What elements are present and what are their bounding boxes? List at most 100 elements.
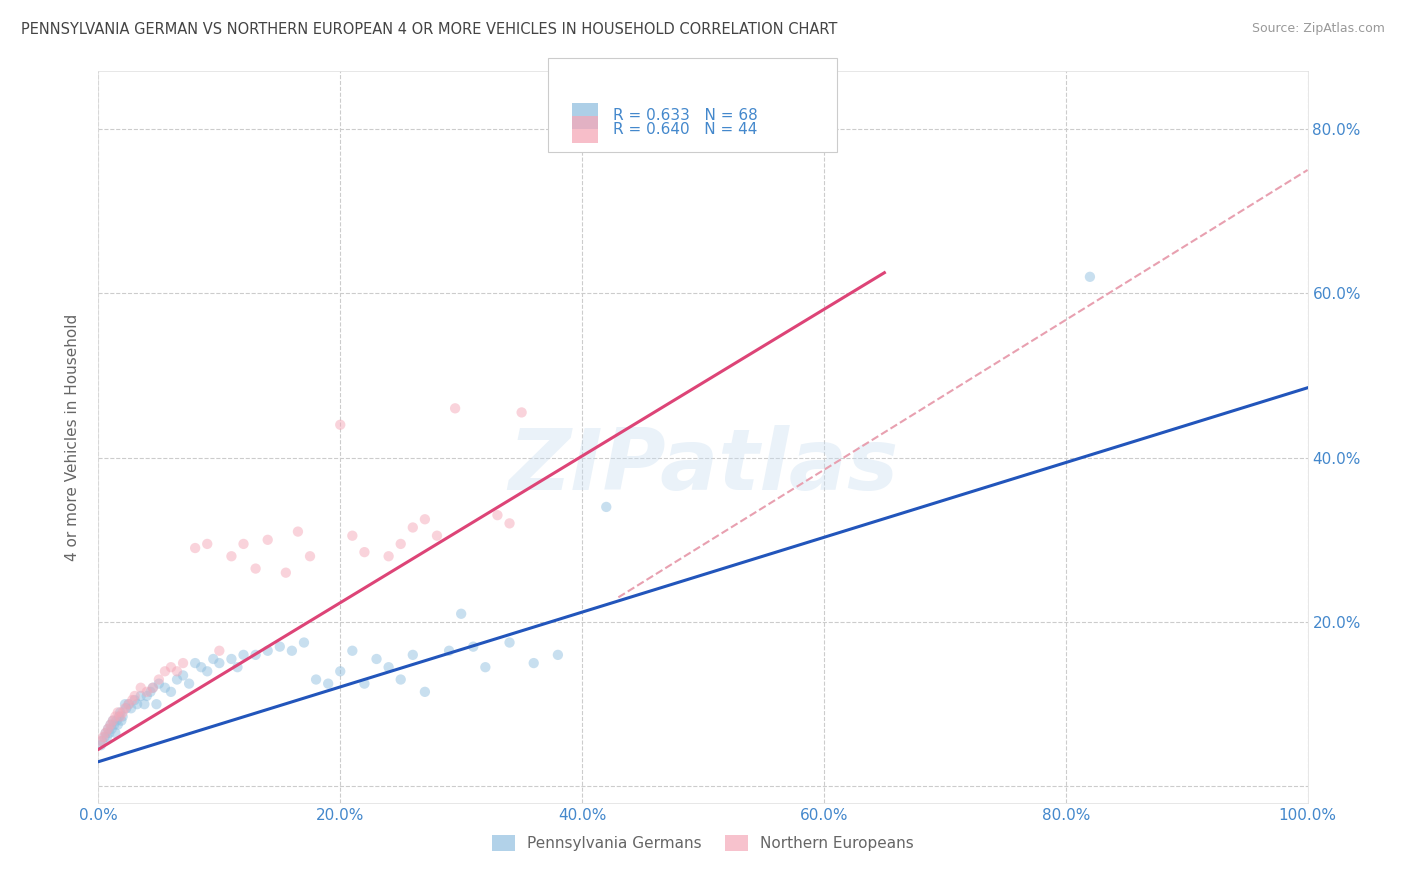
Point	[179, 676, 201, 690]
Text: Source: ZipAtlas.com: Source: ZipAtlas.com	[1251, 22, 1385, 36]
Point	[111, 706, 134, 720]
Point	[221, 549, 243, 564]
Point	[221, 652, 243, 666]
Point	[120, 701, 142, 715]
Point	[353, 545, 375, 559]
Point	[139, 685, 162, 699]
Point	[389, 673, 412, 687]
Point	[97, 722, 120, 736]
Point	[91, 730, 114, 744]
Point	[101, 714, 124, 728]
Point	[426, 529, 449, 543]
Point	[195, 665, 218, 679]
Point	[486, 508, 509, 523]
Point	[94, 726, 117, 740]
Point	[142, 681, 165, 695]
Point	[135, 689, 157, 703]
Point	[90, 734, 112, 748]
Point	[110, 714, 132, 728]
Point	[166, 665, 188, 679]
Y-axis label: 4 or more Vehicles in Household: 4 or more Vehicles in Household	[65, 313, 80, 561]
Point	[148, 673, 170, 687]
Point	[118, 697, 141, 711]
Point	[245, 561, 267, 575]
Point	[377, 549, 399, 564]
Point	[274, 566, 297, 580]
Point	[269, 640, 291, 654]
Point	[172, 656, 194, 670]
Point	[118, 697, 141, 711]
Point	[292, 635, 315, 649]
Point	[135, 685, 157, 699]
Point	[195, 537, 218, 551]
Point	[498, 635, 520, 649]
Point	[190, 660, 212, 674]
Point	[413, 512, 436, 526]
Point	[329, 665, 352, 679]
Point	[366, 652, 388, 666]
Point	[134, 697, 156, 711]
Point	[256, 533, 278, 547]
Point	[547, 648, 569, 662]
Point	[329, 417, 352, 432]
Text: R = 0.640   N = 44: R = 0.640 N = 44	[613, 122, 756, 136]
Point	[93, 730, 115, 744]
Point	[115, 701, 138, 715]
Text: PENNSYLVANIA GERMAN VS NORTHERN EUROPEAN 4 OR MORE VEHICLES IN HOUSEHOLD CORRELA: PENNSYLVANIA GERMAN VS NORTHERN EUROPEAN…	[21, 22, 838, 37]
Point	[389, 537, 412, 551]
Point	[299, 549, 322, 564]
Point	[245, 648, 267, 662]
Point	[124, 693, 146, 707]
Point	[166, 673, 188, 687]
Point	[353, 676, 375, 690]
Point	[108, 709, 131, 723]
Point	[305, 673, 328, 687]
Point	[1078, 269, 1101, 284]
Point	[107, 717, 129, 731]
Point	[595, 500, 617, 514]
Legend: Pennsylvania Germans, Northern Europeans: Pennsylvania Germans, Northern Europeans	[486, 830, 920, 857]
Point	[114, 697, 136, 711]
Point	[413, 685, 436, 699]
Point	[91, 734, 114, 748]
Point	[510, 405, 533, 419]
Point	[129, 681, 152, 695]
Point	[377, 660, 399, 674]
Point	[523, 656, 546, 670]
Point	[108, 706, 131, 720]
Point	[184, 656, 207, 670]
Point	[153, 665, 176, 679]
Point	[208, 644, 231, 658]
Point	[226, 660, 249, 674]
Point	[444, 401, 467, 416]
Point	[153, 681, 176, 695]
Point	[108, 709, 131, 723]
Text: R = 0.633   N = 68: R = 0.633 N = 68	[613, 109, 758, 123]
Point	[202, 652, 225, 666]
Point	[232, 648, 254, 662]
Point	[111, 709, 134, 723]
Point	[97, 722, 120, 736]
Point	[104, 709, 127, 723]
Point	[208, 656, 231, 670]
Point	[96, 730, 118, 744]
Point	[107, 706, 129, 720]
Point	[342, 529, 364, 543]
Point	[121, 693, 143, 707]
Point	[114, 701, 136, 715]
Point	[127, 697, 149, 711]
Point	[256, 644, 278, 658]
Point	[232, 537, 254, 551]
Point	[94, 726, 117, 740]
Point	[104, 726, 127, 740]
Point	[160, 685, 183, 699]
Point	[402, 520, 425, 534]
Point	[90, 739, 112, 753]
Point	[98, 726, 121, 740]
Point	[103, 717, 125, 731]
Point	[437, 644, 460, 658]
Text: ZIPatlas: ZIPatlas	[508, 425, 898, 508]
Point	[101, 714, 124, 728]
Point	[142, 681, 165, 695]
Point	[402, 648, 425, 662]
